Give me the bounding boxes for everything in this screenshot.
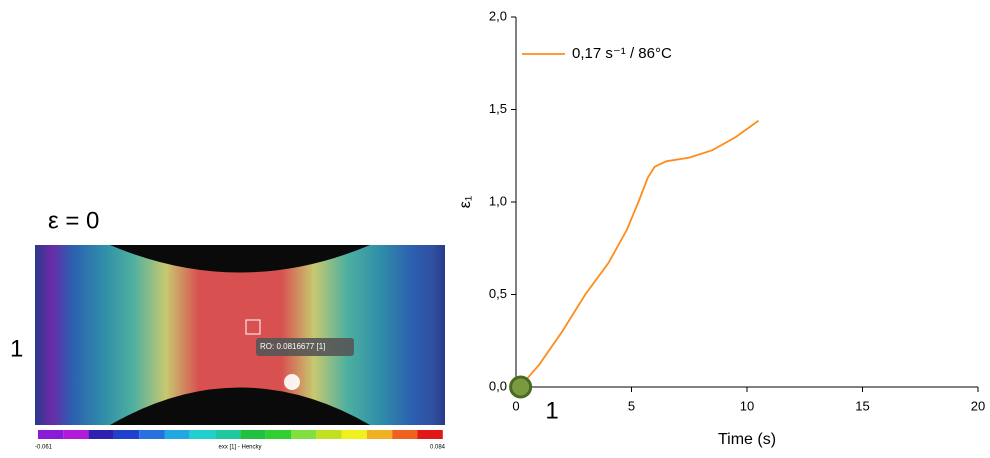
colorbar-swatch <box>113 430 140 439</box>
colorbar-swatch <box>392 430 418 439</box>
tooltip-text: RO: 0.0816677 [1] <box>260 342 325 351</box>
y-tick-label: 1,5 <box>489 101 507 116</box>
grip-top <box>110 245 370 273</box>
colorbar-max: 0.084 <box>430 445 446 451</box>
colorbar-swatch <box>215 430 241 439</box>
grip-bottom <box>110 387 370 425</box>
x-tick-label: 0 <box>512 398 519 413</box>
series-line <box>522 119 760 384</box>
colorbar-swatch <box>38 430 64 439</box>
colorbar-swatch <box>265 430 291 439</box>
colorbar-swatch <box>189 430 216 439</box>
colorbar-swatch <box>291 430 317 439</box>
probe <box>245 319 261 335</box>
y-axis-label: ε₁ <box>457 196 474 209</box>
colorbar-min: -0.061 <box>35 445 53 451</box>
current-point <box>509 375 533 399</box>
colorbar-swatch <box>341 430 367 439</box>
colorbar-swatch <box>164 430 190 439</box>
y-tick-label: 2,0 <box>489 8 507 23</box>
x-tick-label: 15 <box>855 398 869 413</box>
y-tick-label: 0,5 <box>489 286 507 301</box>
colorbar <box>38 430 443 439</box>
y-tick-label: 1,0 <box>489 193 507 208</box>
colorbar-swatch <box>316 430 342 439</box>
panel-title: ε = 0 <box>48 207 99 234</box>
colorbar-swatch <box>139 430 165 439</box>
legend-label: 0,17 s⁻¹ / 86°C <box>572 45 672 62</box>
colorbar-swatch <box>240 430 266 439</box>
x-tick-label: 20 <box>971 398 985 413</box>
colorbar-swatch <box>63 430 89 439</box>
glare <box>284 374 300 390</box>
colorbar-swatch <box>88 430 114 439</box>
x-tick-label: 10 <box>740 398 754 413</box>
current-point-label: 1 <box>545 397 558 424</box>
x-axis-label: Time (s) <box>718 431 776 448</box>
row-label: 1 <box>10 335 23 362</box>
y-tick-label: 0,0 <box>489 378 507 393</box>
x-tick-label: 5 <box>628 398 635 413</box>
colorbar-swatch <box>417 430 443 439</box>
colorbar-swatch <box>366 430 393 439</box>
tooltip <box>256 338 354 356</box>
colorbar-name: exx [1] - Hencky <box>218 445 261 451</box>
